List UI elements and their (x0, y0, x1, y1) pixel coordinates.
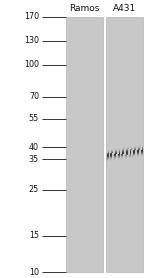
Text: 15: 15 (29, 231, 39, 240)
Text: A431: A431 (112, 4, 136, 13)
Text: 170: 170 (24, 12, 39, 21)
Bar (66, 17, 103, 272)
Bar (106, 17, 142, 272)
Text: 25: 25 (29, 185, 39, 194)
Text: 55: 55 (29, 114, 39, 123)
Text: 40: 40 (29, 143, 39, 152)
Text: 130: 130 (24, 36, 39, 45)
Text: 35: 35 (29, 155, 39, 164)
Text: Ramos: Ramos (69, 4, 100, 13)
Text: 10: 10 (29, 268, 39, 277)
Text: 70: 70 (29, 92, 39, 101)
Text: 100: 100 (24, 60, 39, 69)
